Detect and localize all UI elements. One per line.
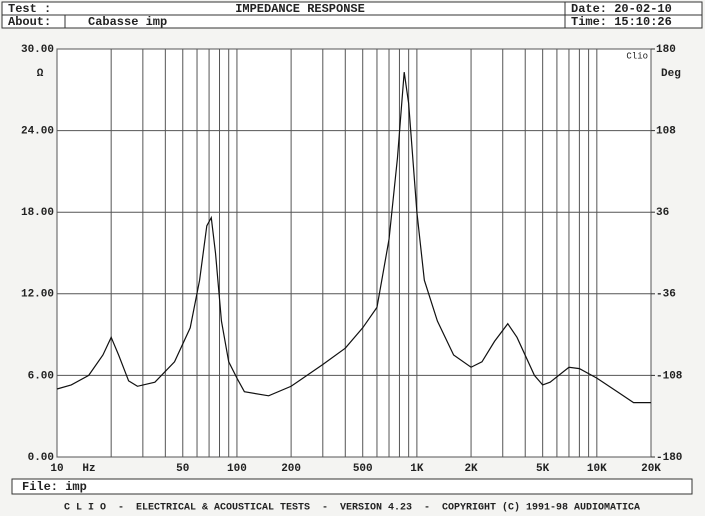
y-tick-label: 24.00 bbox=[21, 126, 54, 138]
x-tick-label: 2K bbox=[464, 463, 478, 475]
y-tick-label: 6.00 bbox=[28, 370, 54, 382]
badge: Clio bbox=[626, 51, 648, 61]
time: Time: 15:10:26 bbox=[571, 15, 672, 29]
about-label: About: bbox=[8, 15, 51, 29]
x-tick-label: 5K bbox=[536, 463, 550, 475]
title: IMPEDANCE RESPONSE bbox=[235, 2, 365, 16]
plot-area bbox=[56, 48, 652, 458]
about: Cabasse imp bbox=[88, 15, 167, 29]
x-tick-label: 10 bbox=[50, 463, 63, 475]
y-tick-label: 0.00 bbox=[28, 452, 54, 464]
y-axis-label: Ω bbox=[37, 68, 44, 80]
y2-tick-label: -36 bbox=[656, 289, 676, 301]
x-tick-label: 10K bbox=[587, 463, 607, 475]
banner: C L I O - ELECTRICAL & ACOUSTICAL TESTS … bbox=[64, 502, 640, 514]
y-tick-label: 30.00 bbox=[21, 44, 54, 56]
test-label: Test : bbox=[8, 2, 51, 16]
y-tick-label: 18.00 bbox=[21, 207, 54, 219]
date: Date: 20-02-10 bbox=[571, 2, 672, 16]
file-box bbox=[11, 478, 693, 495]
file: File: imp bbox=[22, 480, 87, 494]
y2-tick-label: -108 bbox=[656, 370, 683, 382]
y-tick-label: 12.00 bbox=[21, 289, 54, 301]
y2-tick-label: -180 bbox=[656, 452, 682, 464]
x-axis-label: Hz bbox=[82, 463, 95, 475]
x-tick-label: 100 bbox=[227, 463, 247, 475]
y2-tick-label: 108 bbox=[656, 126, 676, 138]
x-tick-label: 1K bbox=[410, 463, 424, 475]
x-tick-label: 500 bbox=[353, 463, 373, 475]
impedance-curve bbox=[56, 72, 651, 404]
x-tick-label: 20K bbox=[641, 463, 661, 475]
x-tick-label: 50 bbox=[176, 463, 189, 475]
y2-tick-label: 36 bbox=[656, 207, 669, 219]
y2-tick-label: 180 bbox=[656, 44, 676, 56]
y2-axis-label: Deg bbox=[661, 68, 681, 80]
x-tick-label: 200 bbox=[281, 463, 301, 475]
plot: 10 50 100 200 500 1K 2K 5K 10K 20K 0.00 6.00 12.00 18… bbox=[21, 44, 683, 475]
